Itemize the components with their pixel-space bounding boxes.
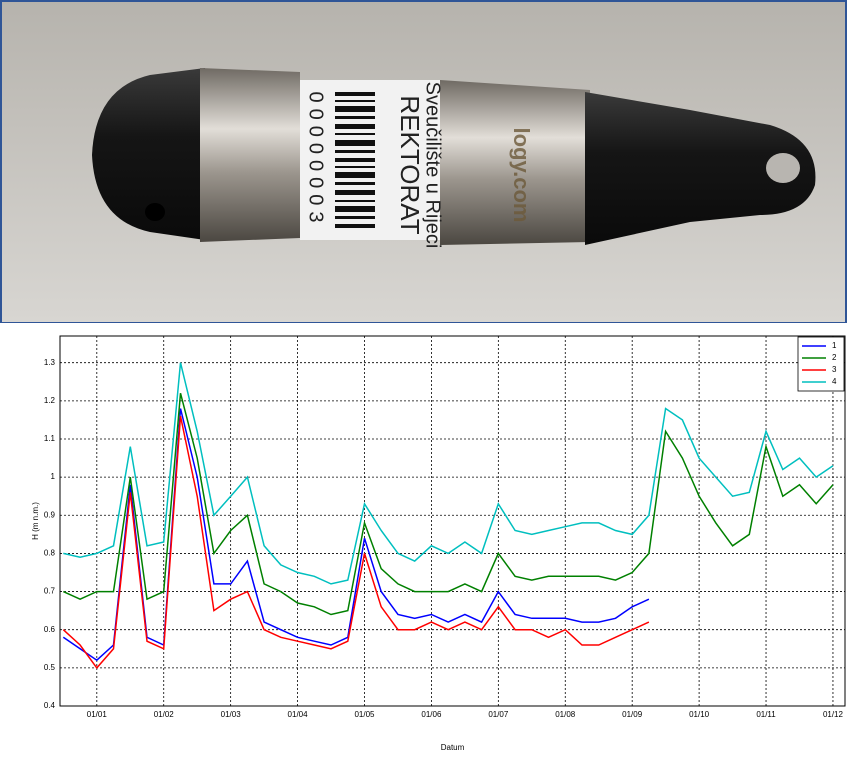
x-tick-label: 01/06 <box>421 710 442 719</box>
series-line <box>63 362 834 585</box>
x-tick-label: 01/05 <box>354 710 375 719</box>
legend-box <box>797 336 845 392</box>
y-tick-label: 0.9 <box>44 510 56 519</box>
y-tick-label: 1 <box>51 472 56 481</box>
x-tick-label: 01/01 <box>87 710 108 719</box>
x-tick-label: 01/09 <box>622 710 643 719</box>
brand: logy.com <box>509 128 534 223</box>
series-line <box>62 393 834 616</box>
cap-hole <box>145 203 165 221</box>
plot-frame <box>59 335 846 707</box>
x-tick-label: 01/02 <box>154 710 175 719</box>
x-tick-label: 01/03 <box>221 710 242 719</box>
barcode <box>335 92 375 228</box>
y-tick-label: 0.6 <box>44 625 56 634</box>
department: REKTORAT <box>395 95 425 234</box>
legend-label: 3 <box>832 365 837 374</box>
series-line <box>62 415 650 670</box>
x-tick-label: 01/07 <box>488 710 509 719</box>
y-tick-label: 0.8 <box>44 549 56 558</box>
y-tick-label: 0.4 <box>44 701 56 710</box>
photo: 00000003 Sveučilište u Rijeci REKTORAT l… <box>0 0 847 324</box>
y-tick-label: 0.5 <box>44 663 56 672</box>
left-cap <box>92 68 205 240</box>
x-tick-label: 01/12 <box>823 710 844 719</box>
lanyard-hole <box>766 153 800 183</box>
x-tick-label: 01/11 <box>756 710 776 719</box>
y-axis-label: H (m n.m.) <box>31 502 40 540</box>
chart: 0.4 0.5 0.6 0.7 0.8 0.9 1 1.1 1.2 1.3 01/01 01/02 01… <box>31 335 846 752</box>
legend-label: 1 <box>832 341 837 350</box>
series-line <box>62 408 650 662</box>
y-tick-label: 1.1 <box>44 434 56 443</box>
metal-body <box>200 68 300 242</box>
right-cap <box>585 92 816 245</box>
legend-label: 4 <box>832 377 837 386</box>
x-tick-label: 01/08 <box>555 710 576 719</box>
y-tick-label: 1.2 <box>44 396 56 405</box>
metal-body-right <box>440 80 590 245</box>
serial: 00000003 <box>305 92 327 229</box>
legend-label: 2 <box>832 353 837 362</box>
x-tick-label: 01/10 <box>689 710 710 719</box>
y-tick-label: 0.7 <box>44 587 56 596</box>
chart-background <box>0 323 847 756</box>
x-tick-label: 01/04 <box>288 710 309 719</box>
y-tick-label: 1.3 <box>44 358 56 367</box>
x-axis-label: Datum <box>441 743 465 752</box>
university: Sveučilište u Rijeci <box>422 82 444 249</box>
